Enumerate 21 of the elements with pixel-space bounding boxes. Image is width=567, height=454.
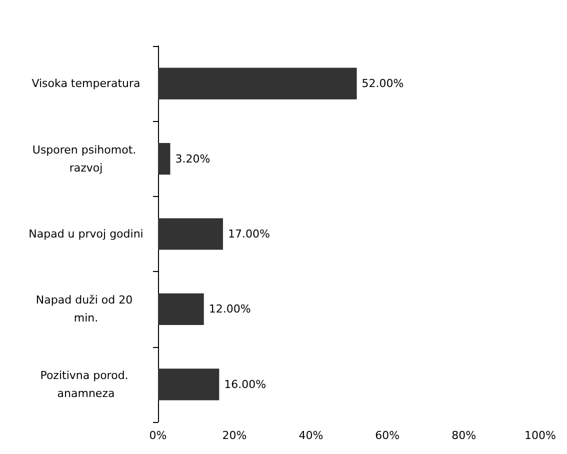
x-tick-label: 0% xyxy=(149,429,167,442)
x-tick-label: 40% xyxy=(298,429,324,442)
x-tick-label: 100% xyxy=(524,429,556,442)
data-label: 16.00% xyxy=(224,378,266,391)
data-label: 52.00% xyxy=(362,77,404,90)
y-tick-label: Visoka temperatura xyxy=(32,77,140,90)
x-tick-label: 60% xyxy=(375,429,400,442)
bar xyxy=(158,368,220,400)
x-tick-label: 20% xyxy=(222,429,247,442)
y-tick-label: Napad u prvoj godini xyxy=(28,228,144,240)
y-tick-label: Pozitivna porod. anamneza xyxy=(40,368,132,400)
bar xyxy=(158,143,170,175)
data-label: 3.20% xyxy=(175,152,210,166)
bar xyxy=(158,218,223,250)
x-tick-label: 80% xyxy=(452,429,476,442)
bar xyxy=(158,68,357,100)
bar xyxy=(158,293,204,325)
y-tick-label: Usporen psihomot. razvoj xyxy=(32,143,140,174)
y-tick-label: Napad duži od 20 min. xyxy=(36,294,136,325)
data-label: 12.00% xyxy=(208,302,251,316)
data-label: 17.00% xyxy=(228,228,270,240)
